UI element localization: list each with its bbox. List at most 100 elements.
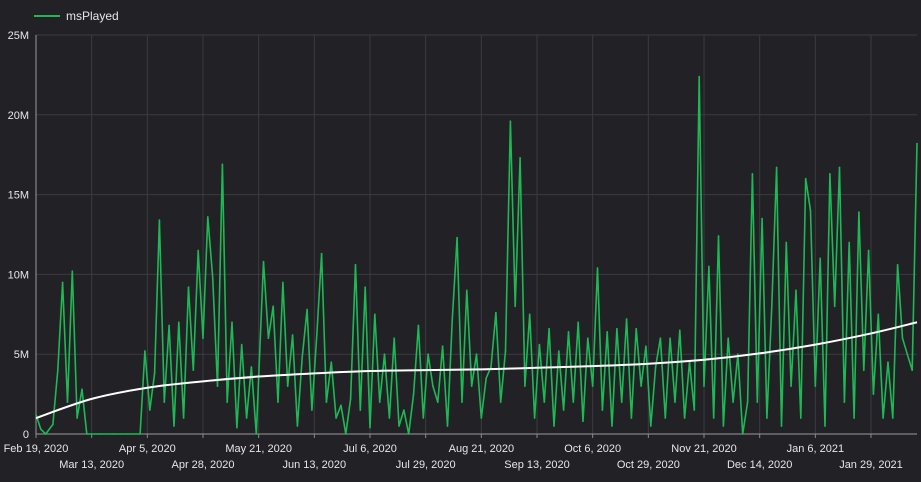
data-point <box>528 313 531 316</box>
data-point <box>606 331 608 333</box>
data-point <box>572 401 575 403</box>
data-point <box>158 219 161 221</box>
data-point <box>301 356 304 359</box>
data-point <box>490 366 492 368</box>
data-point <box>267 337 270 340</box>
data-point <box>226 401 229 403</box>
data-point <box>679 329 681 332</box>
data-point <box>504 350 507 352</box>
data-point <box>427 353 429 356</box>
data-point <box>557 350 560 352</box>
data-point <box>630 417 633 419</box>
data-point <box>412 393 415 395</box>
data-point <box>819 257 821 260</box>
data-point <box>112 433 115 435</box>
legend[interactable]: msPlayed <box>34 9 119 23</box>
data-point <box>693 409 696 411</box>
data-point <box>814 385 817 387</box>
data-point <box>480 417 483 419</box>
data-point <box>829 173 831 175</box>
y-axis-ticks: 0 5M 10M 15M 20M 25M <box>8 30 29 441</box>
x-tick-label: Aug 21, 2020 <box>449 443 514 455</box>
y-tick-label: 0 <box>23 429 29 441</box>
data-point <box>403 409 405 411</box>
data-point <box>674 401 676 403</box>
data-point <box>485 377 487 379</box>
data-point <box>519 157 521 159</box>
series-layer <box>35 75 918 435</box>
data-point <box>538 343 541 346</box>
data-point <box>374 313 376 316</box>
y-tick-label: 5M <box>14 349 29 361</box>
data-point <box>354 264 357 266</box>
legend-label: msPlayed <box>66 9 119 23</box>
data-point <box>509 120 512 122</box>
data-point <box>577 321 579 324</box>
x-tick-label: Sep 13, 2020 <box>504 459 569 471</box>
data-point <box>383 353 386 356</box>
x-tick-label: Feb 19, 2020 <box>4 443 69 455</box>
data-point <box>703 385 705 387</box>
data-point <box>422 417 425 419</box>
data-point <box>461 401 463 403</box>
data-point <box>144 350 146 352</box>
data-point <box>896 264 899 266</box>
data-point <box>708 265 710 268</box>
data-point <box>388 417 391 419</box>
data-point <box>616 327 618 330</box>
data-point <box>654 366 657 368</box>
data-point <box>432 385 434 387</box>
data-point <box>640 385 642 387</box>
data-point <box>862 369 865 371</box>
data-point <box>139 433 141 435</box>
data-point <box>717 235 720 237</box>
data-point <box>192 369 195 371</box>
data-point <box>40 428 42 431</box>
trendline <box>35 321 918 419</box>
data-point <box>838 166 841 169</box>
data-point <box>683 417 686 419</box>
data-point <box>751 173 754 175</box>
data-point <box>320 252 323 255</box>
data-point <box>282 281 284 284</box>
data-point <box>187 286 190 288</box>
grid <box>35 34 917 435</box>
data-point <box>514 305 517 308</box>
data-point <box>340 404 342 407</box>
data-point <box>291 334 294 336</box>
x-tick-label: Nov 21, 2020 <box>671 443 736 455</box>
data-point <box>221 163 224 166</box>
data-point <box>311 409 313 411</box>
data-point <box>732 401 734 403</box>
data-point <box>393 337 396 340</box>
data-point <box>272 305 274 308</box>
data-point <box>853 417 855 419</box>
data-point <box>417 324 420 327</box>
y-tick-label: 25M <box>8 30 29 42</box>
data-point <box>86 433 88 435</box>
x-tick-label: Jul 29, 2020 <box>396 459 456 471</box>
data-point <box>446 425 449 427</box>
data-point <box>44 433 47 435</box>
trendline-layer <box>35 321 918 419</box>
data-point <box>245 417 248 419</box>
data-point <box>785 241 788 244</box>
data-point <box>216 385 219 387</box>
data-point <box>262 260 265 263</box>
data-point <box>330 361 333 363</box>
data-point <box>548 327 550 330</box>
x-tick-label: Jan 6, 2021 <box>787 443 845 455</box>
data-point <box>378 401 381 403</box>
data-point <box>240 343 243 346</box>
data-point <box>286 385 289 387</box>
data-point <box>148 409 151 411</box>
data-point <box>770 305 773 308</box>
data-point <box>587 337 589 340</box>
data-point <box>916 142 918 145</box>
x-tick-label: Jan 29, 2021 <box>839 459 903 471</box>
x-tick-label: Oct 29, 2020 <box>617 459 680 471</box>
data-point <box>495 311 497 314</box>
data-point <box>775 166 778 169</box>
data-point <box>52 423 54 426</box>
data-point <box>872 393 875 395</box>
